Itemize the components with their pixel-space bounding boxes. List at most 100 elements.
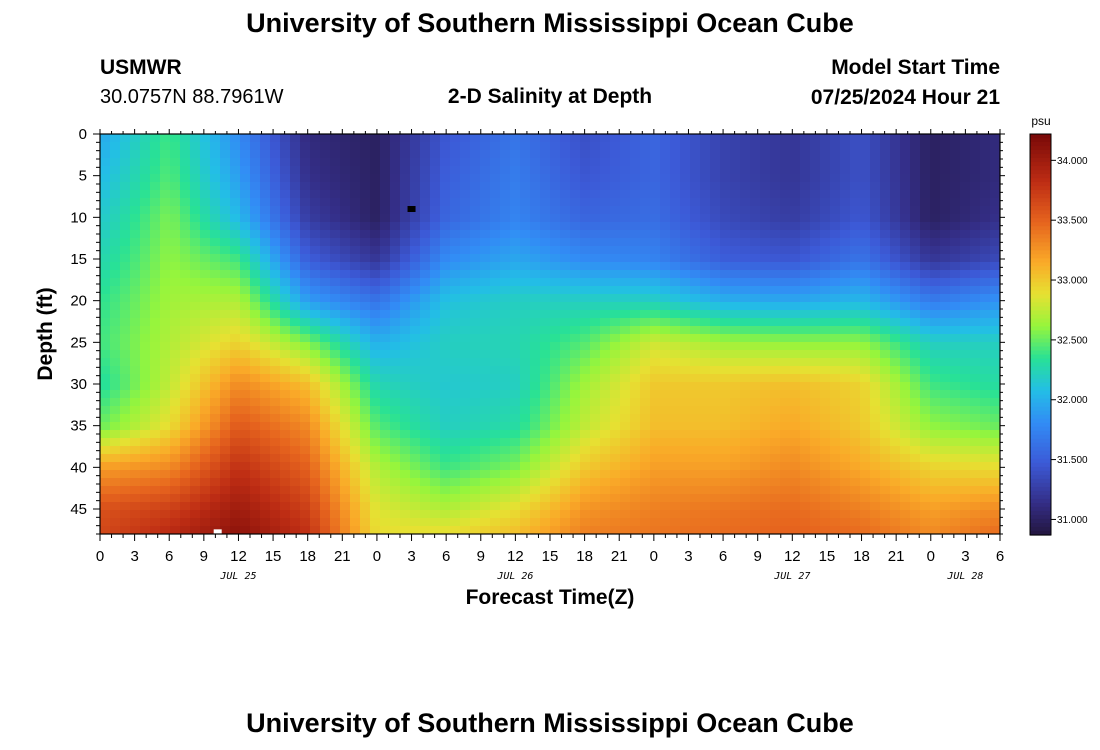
- heatmap-cell: [190, 470, 201, 479]
- heatmap-cell: [970, 262, 981, 271]
- heatmap-cell: [320, 374, 331, 383]
- heatmap-cell: [570, 398, 581, 407]
- heatmap-cell: [580, 198, 591, 207]
- heatmap-cell: [510, 374, 521, 383]
- heatmap-cell: [560, 278, 571, 287]
- heatmap-cell: [360, 510, 371, 519]
- heatmap-cell: [490, 382, 501, 391]
- heatmap-cell: [640, 310, 651, 319]
- heatmap-cell: [760, 446, 771, 455]
- heatmap-cell: [710, 190, 721, 199]
- heatmap-cell: [500, 206, 511, 215]
- heatmap-cell: [390, 174, 401, 183]
- heatmap-cell: [160, 438, 171, 447]
- heatmap-cell: [470, 150, 481, 159]
- heatmap-cell: [560, 318, 571, 327]
- heatmap-cell: [800, 270, 811, 279]
- heatmap-cell: [250, 270, 261, 279]
- heatmap-cell: [270, 166, 281, 175]
- heatmap-cell: [820, 174, 831, 183]
- heatmap-cell: [600, 366, 611, 375]
- heatmap-cell: [990, 414, 1000, 423]
- heatmap-cell: [140, 478, 151, 487]
- heatmap-cell: [240, 142, 251, 151]
- heatmap-cell: [690, 182, 701, 191]
- heatmap-cell: [680, 182, 691, 191]
- heatmap-cell: [410, 182, 421, 191]
- heatmap-cell: [950, 182, 961, 191]
- heatmap-cell: [400, 318, 411, 327]
- heatmap-cell: [250, 430, 261, 439]
- heatmap-cell: [950, 406, 961, 415]
- heatmap-cell: [330, 174, 341, 183]
- heatmap-cell: [350, 350, 361, 359]
- heatmap-cell: [170, 174, 181, 183]
- heatmap-cell: [540, 166, 551, 175]
- heatmap-cell: [520, 358, 531, 367]
- heatmap-cell: [840, 430, 851, 439]
- heatmap-cell: [700, 382, 711, 391]
- heatmap-cell: [330, 494, 341, 503]
- heatmap-cell: [330, 326, 341, 335]
- heatmap-cell: [780, 526, 791, 534]
- heatmap-cell: [550, 422, 561, 431]
- heatmap-cell: [650, 254, 661, 263]
- heatmap-cell: [430, 414, 441, 423]
- heatmap-cell: [430, 430, 441, 439]
- heatmap-cell: [550, 486, 561, 495]
- heatmap-cell: [330, 246, 341, 255]
- colorbar-band: [1030, 366, 1051, 372]
- heatmap-cell: [650, 326, 661, 335]
- heatmap-cell: [790, 278, 801, 287]
- heatmap-cell: [940, 374, 951, 383]
- heatmap-cell: [440, 142, 451, 151]
- heatmap-cell: [740, 182, 751, 191]
- heatmap-cell: [940, 406, 951, 415]
- heatmap-cell: [100, 454, 111, 463]
- heatmap-cell: [980, 238, 991, 247]
- heatmap-cell: [260, 198, 271, 207]
- heatmap-cell: [600, 158, 611, 167]
- heatmap-cell: [140, 254, 151, 263]
- heatmap-cell: [520, 462, 531, 471]
- heatmap-cell: [480, 438, 491, 447]
- heatmap-cell: [990, 182, 1000, 191]
- heatmap-cell: [250, 302, 261, 311]
- heatmap-cell: [280, 486, 291, 495]
- heatmap-cell: [960, 214, 971, 223]
- heatmap-cell: [650, 166, 661, 175]
- heatmap-cell: [630, 238, 641, 247]
- heatmap-cell: [950, 262, 961, 271]
- heatmap-cell: [500, 198, 511, 207]
- heatmap-cell: [910, 382, 921, 391]
- heatmap-cell: [510, 406, 521, 415]
- heatmap-cell: [450, 470, 461, 479]
- heatmap-cell: [840, 278, 851, 287]
- heatmap-cell: [380, 270, 391, 279]
- heatmap-cell: [210, 134, 221, 143]
- heatmap-cell: [340, 454, 351, 463]
- heatmap-cell: [300, 446, 311, 455]
- heatmap-cell: [220, 350, 231, 359]
- heatmap-cell: [500, 134, 511, 143]
- heatmap-cell: [990, 166, 1000, 175]
- heatmap-cell: [950, 510, 961, 519]
- heatmap-cell: [820, 142, 831, 151]
- heatmap-cell: [310, 214, 321, 223]
- colorbar-band: [1030, 310, 1051, 316]
- heatmap-cell: [350, 230, 361, 239]
- heatmap-cell: [210, 446, 221, 455]
- heatmap-cell: [420, 510, 431, 519]
- heatmap-cell: [930, 326, 941, 335]
- heatmap-cell: [410, 414, 421, 423]
- heatmap-cell: [660, 246, 671, 255]
- heatmap-cell: [260, 486, 271, 495]
- heatmap-cell: [200, 486, 211, 495]
- heatmap-cell: [900, 462, 911, 471]
- heatmap-cell: [850, 174, 861, 183]
- heatmap-cell: [220, 502, 231, 511]
- heatmap-cell: [870, 134, 881, 143]
- heatmap-cell: [330, 374, 341, 383]
- heatmap-cell: [630, 398, 641, 407]
- heatmap-cell: [230, 302, 241, 311]
